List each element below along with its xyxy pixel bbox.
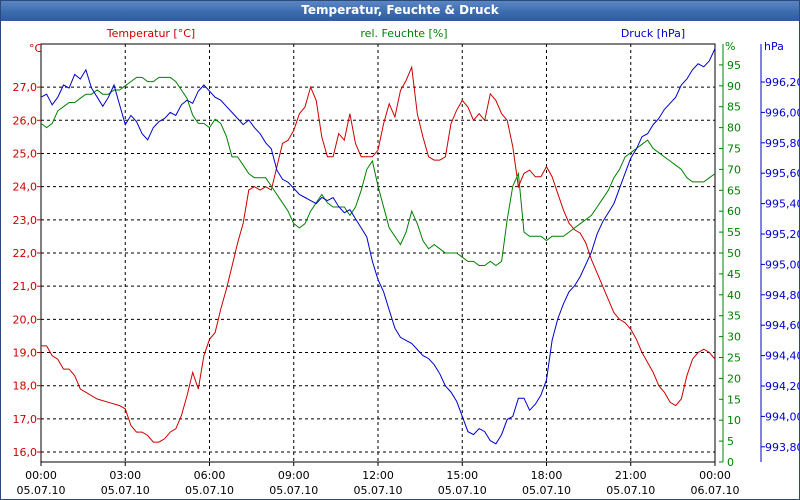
x-tick-time-label: 06:00 [194,469,226,482]
humidity-line [40,76,716,267]
x-tick-time-label: 21:00 [615,469,647,482]
humidity-tick-label: 15 [727,393,741,406]
pressure-unit-label: hPa [764,40,784,53]
humidity-tick-label: 95 [727,59,741,72]
legend-pressure: Druck [hPa] [621,27,685,40]
pressure-tick-label: 996,20 [765,76,799,89]
temperature-line [41,65,716,443]
humidity-unit-label: % [725,40,735,53]
temperature-tick-label: 23,0 [13,214,38,227]
x-tick-time-label: 12:00 [362,469,394,482]
pressure-tick-label: 994,60 [765,319,799,332]
temperature-tick-label: 17,0 [13,413,38,426]
humidity-tick-label: 80 [727,122,741,135]
humidity-tick-label: 65 [727,184,741,197]
humidity-tick-label: 30 [727,331,741,344]
x-tick-date-label: 05.07.10 [522,484,571,497]
humidity-tick-label: 90 [727,80,741,93]
title-bar: Temperatur, Feuchte & Druck [1,1,799,21]
x-tick-time-label: 03:00 [109,469,141,482]
pressure-tick-label: 993,80 [765,441,799,454]
temperature-tick-label: 18,0 [13,380,38,393]
pressure-tick-label: 995,40 [765,198,799,211]
pressure-tick-label: 995,20 [765,228,799,241]
legend-temperature: Temperatur [°C] [106,27,195,40]
x-tick-date-label: 05.07.10 [101,484,150,497]
temperature-unit-label: °C [29,42,43,55]
temperature-tick-label: 24,0 [13,181,38,194]
pressure-tick-label: 995,00 [765,258,799,271]
humidity-tick-label: 25 [727,352,741,365]
temperature-tick-label: 26,0 [13,114,38,127]
x-tick-time-label: 09:00 [278,469,310,482]
x-tick-time-label: 18:00 [531,469,563,482]
x-tick-time-label: 15:00 [446,469,478,482]
humidity-tick-label: 20 [727,372,741,385]
x-tick-date-label: 05.07.10 [185,484,234,497]
pressure-line [40,48,716,445]
humidity-tick-label: 35 [727,310,741,323]
humidity-tick-label: 70 [727,163,741,176]
x-tick-date-label: 05.07.10 [438,484,487,497]
humidity-tick-label: 5 [727,435,734,448]
series-lines [40,48,716,445]
temperature-tick-label: 21,0 [13,280,38,293]
legend-humidity: rel. Feuchte [%] [360,27,447,40]
humidity-tick-label: 85 [727,101,741,114]
x-tick-time-label: 00:00 [699,469,731,482]
temperature-tick-label: 20,0 [13,313,38,326]
humidity-tick-label: 40 [727,289,741,302]
pressure-tick-label: 995,80 [765,137,799,150]
x-tick-date-label: 05.07.10 [606,484,655,497]
temperature-tick-label: 22,0 [13,247,38,260]
x-tick-date-label: 05.07.10 [269,484,318,497]
pressure-tick-label: 994,00 [765,410,799,423]
axis-labels: 16,0 17,0 18,0 19,0 20,0 21,0 22,0 23,0 24,0 25,0… [13,27,800,497]
humidity-tick-label: 0 [727,456,734,469]
pressure-tick-label: 994,40 [765,350,799,363]
x-tick-date-label: 05.07.10 [354,484,403,497]
humidity-tick-label: 60 [727,205,741,218]
humidity-tick-label: 55 [727,226,741,239]
pressure-tick-label: 995,60 [765,167,799,180]
humidity-tick-label: 75 [727,143,741,156]
x-tick-date-label: 06.07.10 [691,484,740,497]
temperature-tick-label: 25,0 [13,147,38,160]
axes [37,43,765,466]
x-tick-date-label: 05.07.10 [17,484,66,497]
temperature-tick-label: 27,0 [13,81,38,94]
temperature-tick-label: 19,0 [13,347,38,360]
temperature-tick-label: 16,0 [13,446,38,459]
pressure-tick-label: 996,00 [765,106,799,119]
window-title: Temperatur, Feuchte & Druck [301,3,499,17]
pressure-tick-label: 994,80 [765,289,799,302]
humidity-tick-label: 10 [727,414,741,427]
humidity-tick-label: 45 [727,268,741,281]
humidity-tick-label: 50 [727,247,741,260]
pressure-tick-label: 994,20 [765,380,799,393]
x-tick-time-label: 00:00 [25,469,57,482]
